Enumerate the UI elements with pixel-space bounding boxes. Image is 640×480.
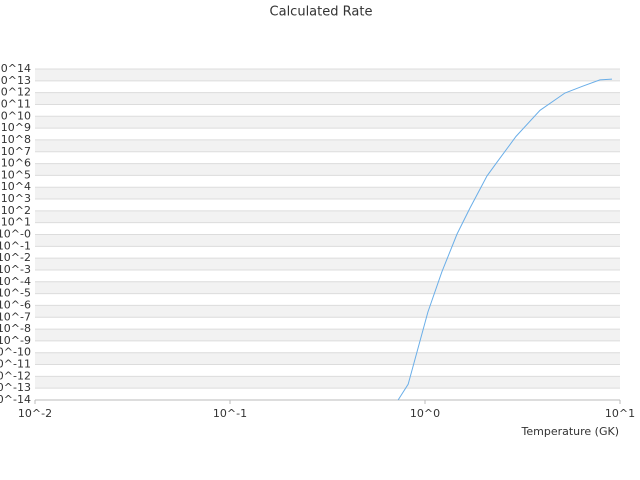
grid-band [35, 139, 620, 152]
y-tick-label: 10^-9 [0, 334, 31, 347]
grid-band [35, 352, 620, 365]
y-tick-label: 10^11 [0, 97, 31, 110]
y-tick-label: 10^-5 [0, 287, 31, 300]
grid-band [35, 281, 620, 294]
y-tick-label: 10^2 [1, 204, 31, 217]
y-tick-label: 10^-7 [0, 310, 31, 323]
grid-band [35, 92, 620, 105]
grid-band [35, 293, 620, 306]
grid-band [35, 317, 620, 330]
grid-band [35, 163, 620, 176]
grid-band [35, 175, 620, 188]
x-tick-label: 10^1 [605, 407, 635, 420]
y-tick-label: 10^5 [1, 168, 31, 181]
y-tick-label: 10^3 [1, 192, 31, 205]
grid-band [35, 376, 620, 389]
grid-band [35, 116, 620, 129]
y-tick-label: 10^-3 [0, 263, 31, 276]
grid-band [35, 329, 620, 341]
x-tick-label: 10^-2 [18, 407, 52, 420]
y-tick-label: 10^-6 [0, 298, 31, 311]
grid-band [35, 69, 620, 81]
y-tick-label: 10^8 [1, 133, 31, 146]
grid-band [35, 199, 620, 211]
grid-band [35, 234, 620, 247]
y-tick-label: 10^-2 [0, 251, 31, 264]
y-tick-label: 10^7 [1, 145, 31, 158]
y-tick-label: 10^6 [1, 157, 31, 170]
grid-band [35, 128, 620, 140]
x-tick-label: 10^0 [410, 407, 440, 420]
y-tick-label: 10^10 [0, 109, 31, 122]
y-tick-label: 10^-13 [0, 381, 31, 394]
y-tick-label: 10^-1 [0, 239, 31, 252]
grid-band [35, 151, 620, 164]
chart-title: Calculated Rate [270, 5, 373, 20]
x-tick-label: 10^-1 [213, 407, 247, 420]
y-tick-label: 10^-10 [0, 346, 31, 359]
grid-band [35, 364, 620, 377]
y-tick-label: 10^9 [1, 121, 31, 134]
grid-band [35, 210, 620, 223]
grid-band [35, 222, 620, 235]
grid-band [35, 246, 620, 259]
y-tick-label: 10^-4 [0, 275, 31, 288]
y-tick-label: 10^-8 [0, 322, 31, 335]
line [397, 78, 613, 401]
grid-band [35, 80, 620, 93]
y-tick-label: 10^14 [0, 62, 31, 75]
y-tick-label: 10^-0 [0, 228, 31, 241]
y-tick-label: 10^-12 [0, 369, 31, 382]
x-axis-label: Temperature (GK) [521, 425, 620, 438]
y-tick-label: 10^12 [0, 86, 31, 99]
grid-band [35, 305, 620, 318]
grid-band [35, 388, 620, 400]
y-tick-label: 10^4 [1, 180, 31, 193]
grid-band [35, 104, 620, 117]
grid-band [35, 269, 620, 282]
y-tick-label: 10^13 [0, 74, 31, 87]
grid-band [35, 258, 620, 270]
y-tick-label: 10^-14 [0, 393, 31, 406]
y-tick-label: 10^1 [1, 216, 31, 229]
grid-band [35, 340, 620, 353]
grid-band [35, 187, 620, 200]
y-tick-label: 10^-11 [0, 358, 31, 371]
